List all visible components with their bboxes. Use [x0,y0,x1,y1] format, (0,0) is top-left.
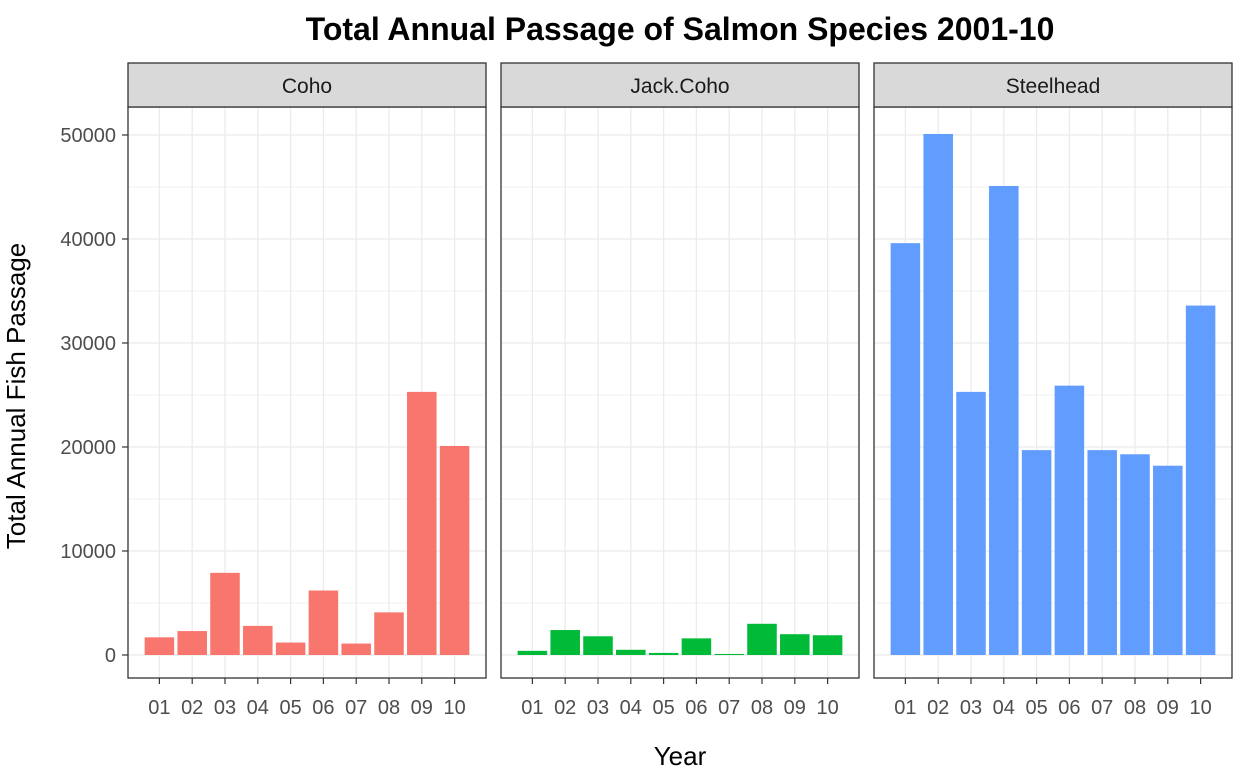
bar-coho-08 [374,612,404,655]
y-tick-label: 10000 [60,541,116,563]
y-tick-label: 30000 [60,333,116,355]
x-tick-label: 08 [751,697,773,719]
bar-jack-coho-09 [780,634,810,655]
x-tick-label: 02 [181,697,203,719]
x-tick-label: 07 [718,697,740,719]
x-tick-label: 03 [587,697,609,719]
x-axis-title: Year [654,741,707,768]
x-tick-label: 01 [894,697,916,719]
x-tick-label: 04 [993,697,1015,719]
facet-panels: Coho 01 02 03 04 05 06 07 08 09 10 Jack.Coho 01 02 03 0… [127,62,1233,719]
x-tick-label: 09 [784,697,806,719]
bar-coho-04 [243,625,273,655]
bar-steelhead-02 [923,133,953,655]
x-tick-label: 08 [378,697,400,719]
x-tick-label: 07 [1091,697,1113,719]
facet-panel-steelhead: Steelhead 01 02 03 04 05 06 07 08 09 10 [873,62,1233,719]
bar-steelhead-07 [1087,450,1117,655]
bar-steelhead-06 [1054,385,1085,655]
facet-panel-jack-coho: Jack.Coho 01 02 03 04 05 06 07 08 09 10 [500,62,860,719]
chart-title: Total Annual Passage of Salmon Species 2… [306,11,1055,47]
bar-steelhead-08 [1120,454,1150,655]
bar-coho-10 [439,445,470,655]
bar-jack-coho-10 [812,635,843,655]
strip-background [500,62,860,108]
x-tick-label: 04 [247,697,269,719]
bar-jack-coho-04 [616,649,646,655]
bar-jack-coho-02 [550,630,580,655]
y-tick-label: 0 [105,645,116,667]
x-tick-label: 03 [960,697,982,719]
x-tick-label: 04 [620,697,642,719]
bar-jack-coho-03 [583,636,613,655]
bar-coho-09 [407,391,437,655]
bar-coho-03 [210,572,240,655]
bar-coho-05 [275,642,306,655]
y-tick-label: 20000 [60,437,116,459]
bar-coho-01 [144,637,175,655]
x-tick-label: 06 [1058,697,1080,719]
strip-background [873,62,1233,108]
x-tick-label: 10 [1189,697,1211,719]
x-tick-label: 07 [345,697,367,719]
x-tick-label: 05 [1025,697,1047,719]
x-tick-label: 06 [685,697,707,719]
bar-coho-06 [308,590,339,655]
strip-label: Jack.Coho [630,75,729,98]
bar-jack-coho-05 [648,652,679,655]
bar-jack-coho-07 [714,653,744,655]
x-tick-label: 09 [411,697,433,719]
y-tick-label: 40000 [60,229,116,251]
bar-jack-coho-06 [681,638,712,655]
strip-label: Steelhead [1006,75,1101,98]
x-tick-label: 02 [554,697,576,719]
x-tick-label: 02 [927,697,949,719]
x-tick-label: 06 [312,697,334,719]
facet-panel-coho: Coho 01 02 03 04 05 06 07 08 09 10 [127,62,487,719]
x-tick-label: 09 [1157,697,1179,719]
strip-label: Coho [282,75,332,98]
bar-jack-coho-01 [517,650,548,655]
bar-coho-07 [341,643,371,655]
bar-steelhead-05 [1021,450,1052,655]
panel-background [501,107,859,678]
x-tick-label: 01 [521,697,543,719]
bar-steelhead-01 [890,243,921,655]
x-tick-label: 10 [443,697,465,719]
y-axis: 0 10000 20000 30000 40000 50000 [60,125,128,667]
bar-steelhead-04 [989,185,1019,655]
bar-jack-coho-08 [747,623,777,655]
x-tick-label: 01 [148,697,170,719]
x-tick-label: 05 [279,697,301,719]
bar-steelhead-10 [1185,305,1216,655]
strip-background [127,62,487,108]
x-tick-label: 03 [214,697,236,719]
bar-steelhead-03 [956,391,986,655]
bar-coho-02 [177,631,207,655]
x-tick-label: 10 [816,697,838,719]
y-tick-label: 50000 [60,125,116,147]
x-tick-label: 08 [1124,697,1146,719]
bar-steelhead-09 [1153,465,1183,655]
y-axis-title: Total Annual Fish Passage [1,243,31,549]
x-tick-label: 05 [652,697,674,719]
